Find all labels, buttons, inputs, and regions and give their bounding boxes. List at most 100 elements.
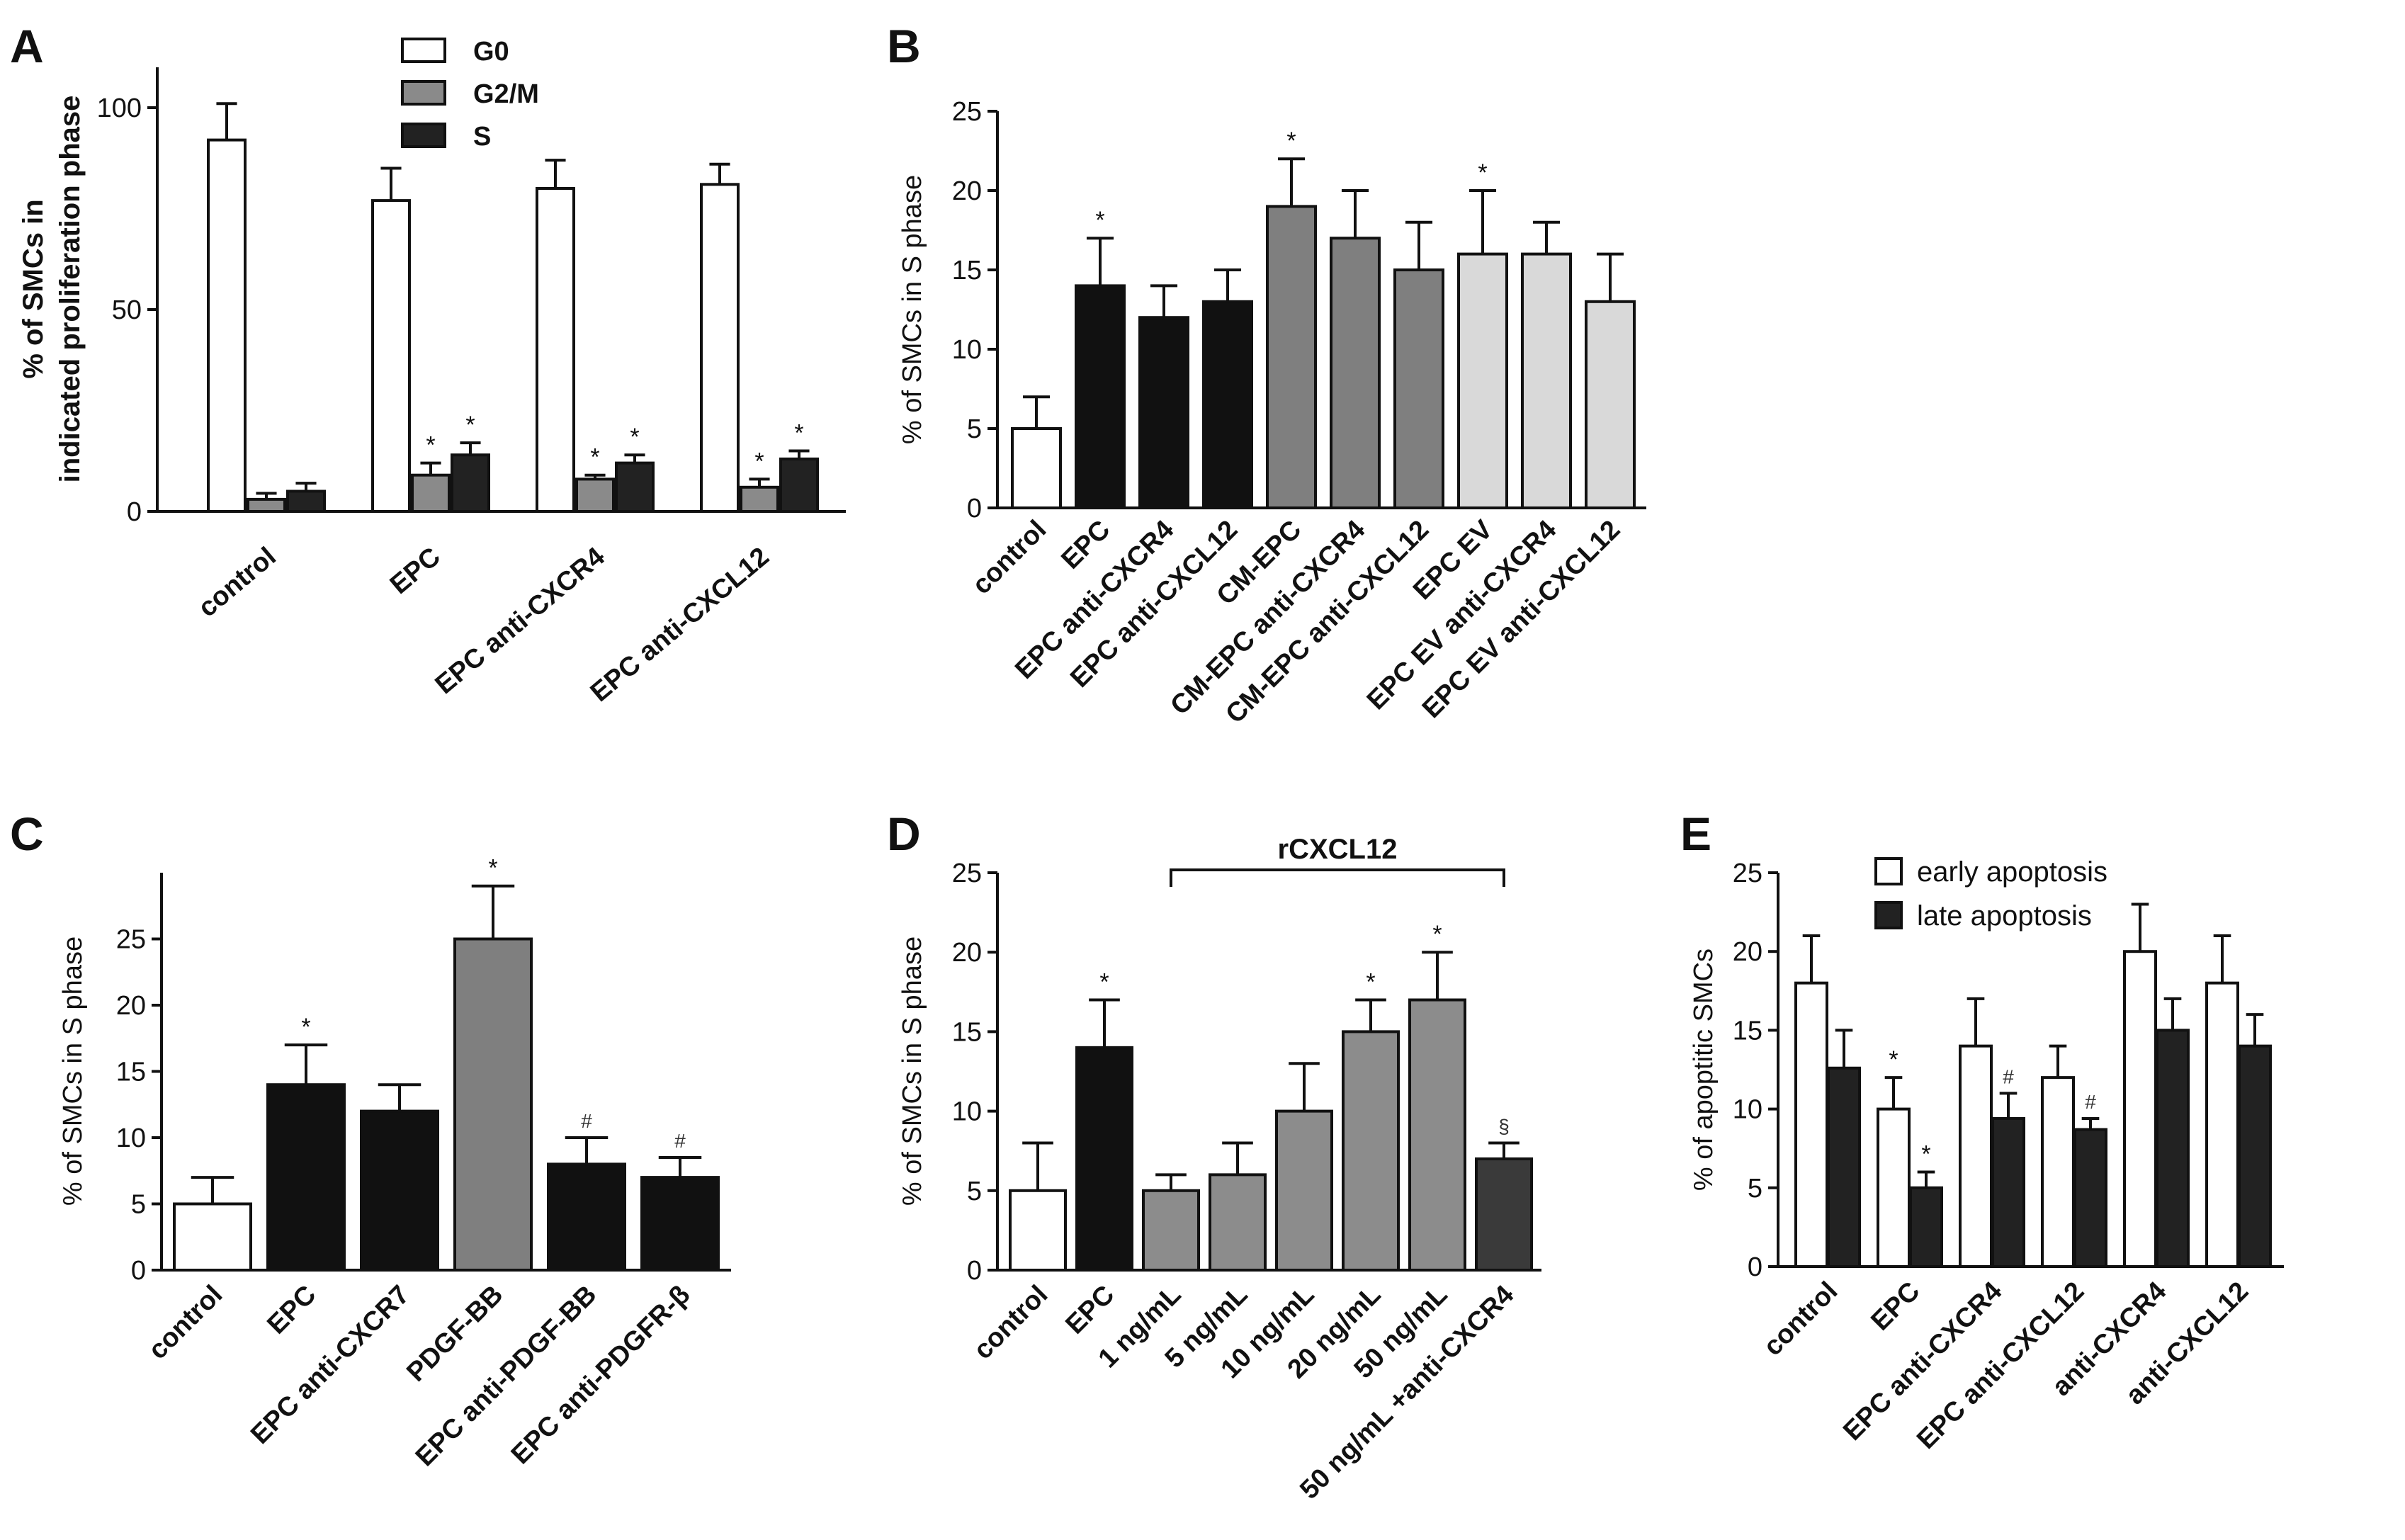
significance-mark: *	[794, 420, 803, 447]
panel-letter-b: B	[887, 20, 921, 72]
significance-mark: *	[630, 424, 639, 451]
bar	[1521, 252, 1572, 509]
bar	[1457, 252, 1508, 509]
bar	[1009, 1189, 1067, 1272]
y-tick-label: 100	[97, 94, 142, 123]
significance-mark: §	[1498, 1115, 1510, 1137]
y-tick-label: 5	[967, 1177, 982, 1206]
significance-mark: *	[465, 412, 475, 438]
bar	[740, 485, 779, 513]
bar	[547, 1162, 626, 1272]
category-label: control	[193, 542, 282, 623]
bar	[2205, 981, 2239, 1269]
y-tick-label: 25	[116, 925, 146, 955]
bar	[1266, 205, 1317, 509]
y-axis-label: % of apoptitic SMCs	[1689, 949, 1719, 1191]
bar	[2156, 1029, 2190, 1269]
significance-mark: *	[1366, 969, 1375, 996]
bar	[453, 937, 533, 1272]
bar	[1475, 1157, 1533, 1272]
significance-mark: *	[1478, 159, 1487, 186]
y-tick-label: 10	[952, 335, 982, 365]
panel-a-chart: 0 50 100 % of SMCs in indicated proliferatio…	[18, 37, 846, 708]
y-tick-label: 10	[116, 1123, 146, 1153]
legend-label: early apoptosis	[1917, 856, 2107, 888]
category-label: EPC anti-CXCR4	[430, 542, 611, 701]
y-axis-label: % of SMCs in S phase	[58, 936, 88, 1206]
category-label: EPC	[1060, 1280, 1120, 1340]
bar	[2073, 1128, 2107, 1268]
significance-mark: *	[301, 1014, 310, 1041]
y-tick-label: 15	[952, 256, 982, 285]
bar	[700, 183, 740, 513]
bar	[1209, 1173, 1267, 1272]
category-label: EPC	[261, 1280, 322, 1340]
significance-mark: *	[426, 432, 435, 459]
y-tick-label: 10	[1733, 1095, 1762, 1125]
legend-label: S	[473, 122, 491, 152]
category-label: EPC	[1865, 1276, 1925, 1337]
bar	[1408, 998, 1466, 1272]
bar	[779, 457, 819, 514]
bar	[1794, 981, 1828, 1269]
panel-e-chart: 0 5 10 15 20 25 % of apoptitic SMCs control * * EP…	[1689, 856, 2284, 1455]
bar	[1330, 237, 1381, 509]
bar	[1138, 316, 1189, 509]
bar	[266, 1083, 346, 1272]
category-label: control	[1758, 1276, 1844, 1362]
significance-mark: *	[1432, 921, 1442, 948]
bar	[1142, 1189, 1200, 1272]
category-label: EPC	[385, 542, 446, 600]
y-tick-label: 0	[1748, 1252, 1762, 1282]
legend-swatch	[401, 80, 446, 106]
significance-mark: #	[674, 1130, 686, 1152]
significance-mark: *	[488, 855, 497, 882]
rcxcl12-bracket	[1170, 868, 1505, 887]
y-tick-label: 0	[127, 497, 142, 527]
y-tick-label: 15	[116, 1058, 146, 1087]
bar	[2238, 1044, 2272, 1268]
bar	[1585, 300, 1636, 509]
bar	[1275, 1109, 1333, 1272]
y-tick-label: 0	[131, 1256, 146, 1286]
significance-mark: *	[754, 448, 764, 475]
y-tick-label: 0	[967, 494, 982, 523]
y-tick-label: 0	[967, 1256, 982, 1286]
bar	[207, 138, 247, 514]
y-tick-label: 15	[1733, 1016, 1762, 1046]
category-label: control	[143, 1280, 229, 1366]
y-tick-label: 10	[952, 1097, 982, 1127]
bar	[1827, 1066, 1861, 1268]
bar	[451, 453, 490, 514]
bar	[286, 489, 326, 513]
significance-mark: *	[1889, 1046, 1898, 1073]
bar	[2123, 950, 2157, 1268]
bar	[247, 497, 286, 514]
category-label: EPC anti-CXCR4	[1838, 1276, 2008, 1446]
significance-mark: #	[2003, 1065, 2014, 1087]
legend-swatch	[1874, 857, 1903, 885]
y-tick-label: 25	[1733, 859, 1762, 888]
bar	[360, 1109, 439, 1272]
bar	[1075, 1046, 1133, 1272]
category-label: EPC anti-CXCR7	[245, 1280, 415, 1450]
panel-c-chart: 0 5 10 15 20 25 % of SMCs in S phase control * EP…	[58, 855, 731, 1472]
bar	[1011, 427, 1062, 509]
bar	[615, 461, 655, 513]
legend-swatch	[401, 38, 446, 63]
y-tick-label: 5	[967, 414, 982, 444]
bar	[1877, 1107, 1911, 1268]
y-tick-label: 5	[131, 1190, 146, 1220]
y-tick-label: 5	[1748, 1174, 1762, 1204]
significance-mark: *	[590, 444, 599, 471]
bar	[536, 187, 575, 513]
significance-mark: *	[1095, 207, 1104, 234]
y-tick-label: 20	[116, 991, 146, 1021]
bar	[575, 477, 615, 514]
category-label: EPC anti-PDGF-BB	[410, 1280, 603, 1473]
bar	[173, 1202, 252, 1272]
significance-mark: #	[581, 1110, 592, 1132]
y-tick-label: 25	[952, 97, 982, 127]
category-label: EPC anti-CXCL12	[585, 542, 775, 708]
bar	[2041, 1076, 2075, 1268]
